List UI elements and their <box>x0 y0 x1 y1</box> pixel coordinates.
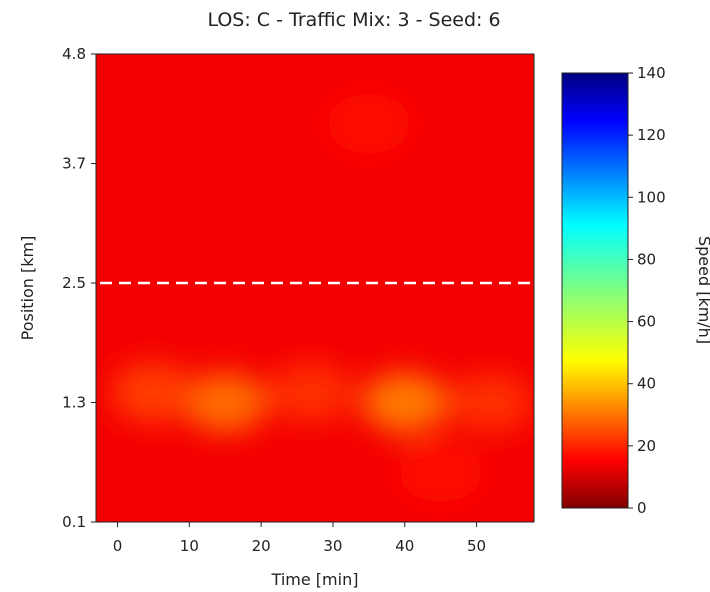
y-axis: 0.1 1.3 2.5 3.7 4.8 <box>62 45 96 531</box>
y-axis-label: Position [km] <box>18 236 37 341</box>
y-tick-label: 2.5 <box>62 274 86 292</box>
y-tick-label: 1.3 <box>62 394 86 412</box>
colorbar-tick-label: 120 <box>637 126 666 144</box>
colorbar-tick-label: 60 <box>637 313 656 331</box>
x-tick-label: 40 <box>395 537 414 555</box>
low-speed-region <box>183 372 268 433</box>
colorbar-tick-label: 20 <box>637 437 656 455</box>
y-tick-label: 0.1 <box>62 513 86 531</box>
x-axis-label: Time [min] <box>271 570 359 589</box>
low-speed-region <box>326 93 411 154</box>
colorbar-label: Speed [km/h] <box>695 236 710 344</box>
colorbar-tick-label: 80 <box>637 250 656 268</box>
colorbar-ticks: 0 20 40 60 80 100 120 140 <box>628 64 666 517</box>
low-speed-region <box>111 362 196 423</box>
low-speed-regions <box>111 93 533 503</box>
x-tick-label: 0 <box>113 537 123 555</box>
x-tick-label: 20 <box>252 537 271 555</box>
low-speed-region <box>398 442 483 503</box>
colorbar-tick-label: 40 <box>637 375 656 393</box>
colorbar-tick-label: 100 <box>637 188 666 206</box>
colorbar-tick-label: 0 <box>637 499 647 517</box>
x-tick-label: 30 <box>323 537 342 555</box>
plot-frame <box>95 53 535 523</box>
x-axis: 0 10 20 30 40 50 <box>113 522 486 555</box>
heatmap-plot-area <box>95 53 535 523</box>
y-tick-label: 3.7 <box>62 155 86 173</box>
colorbar: 0 20 40 60 80 100 120 140 Speed [km/h] <box>561 64 710 517</box>
low-speed-region <box>362 372 447 433</box>
low-speed-region <box>448 372 533 433</box>
heatmap-background <box>96 54 534 522</box>
x-tick-label: 50 <box>467 537 486 555</box>
y-tick-label: 4.8 <box>62 45 86 63</box>
colorbar-tick-label: 140 <box>637 64 666 82</box>
x-tick-label: 10 <box>180 537 199 555</box>
low-speed-region <box>269 362 354 423</box>
colorbar-gradient <box>561 72 629 509</box>
chart-title: LOS: C - Traffic Mix: 3 - Seed: 6 <box>207 9 500 31</box>
